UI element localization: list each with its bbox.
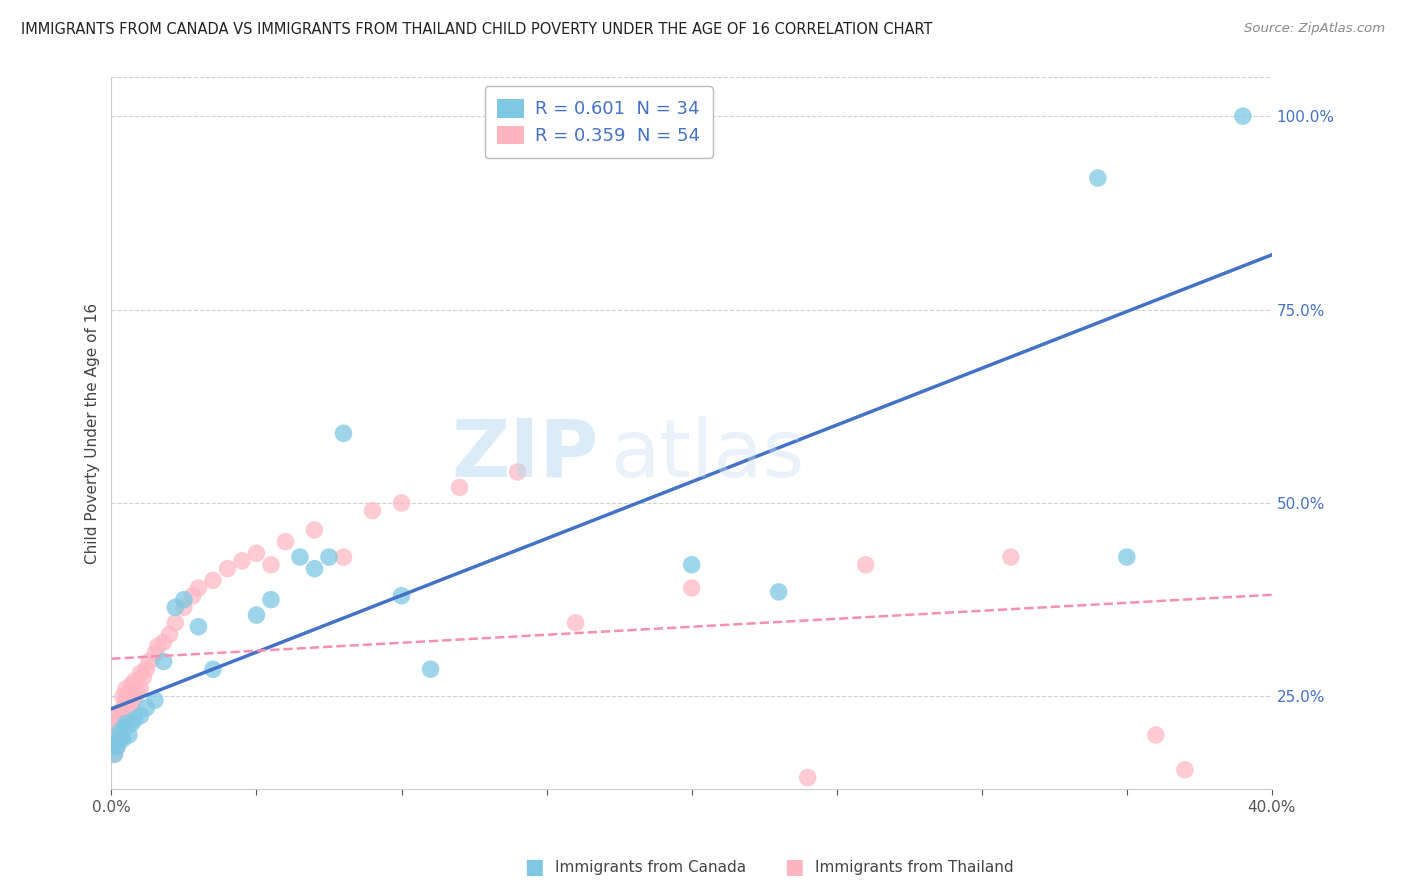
Point <box>121 716 143 731</box>
Point <box>135 701 157 715</box>
Point <box>318 550 340 565</box>
Text: ZIP: ZIP <box>451 416 599 493</box>
Point <box>304 562 326 576</box>
Point <box>260 558 283 572</box>
Point <box>129 666 152 681</box>
Point <box>124 673 146 688</box>
Point <box>103 728 125 742</box>
Point <box>135 662 157 676</box>
Point <box>105 739 128 754</box>
Point <box>231 554 253 568</box>
Point <box>187 620 209 634</box>
Point <box>187 581 209 595</box>
Y-axis label: Child Poverty Under the Age of 16: Child Poverty Under the Age of 16 <box>86 302 100 564</box>
Point <box>304 523 326 537</box>
Point <box>146 639 169 653</box>
Point <box>245 546 267 560</box>
Point <box>103 747 125 762</box>
Legend: R = 0.601  N = 34, R = 0.359  N = 54: R = 0.601 N = 34, R = 0.359 N = 54 <box>485 87 713 158</box>
Point <box>108 731 131 746</box>
Point <box>105 708 128 723</box>
Point <box>768 585 790 599</box>
Point <box>419 662 441 676</box>
Point <box>173 600 195 615</box>
Point <box>115 681 138 696</box>
Point <box>124 693 146 707</box>
Point <box>111 716 134 731</box>
Point <box>361 503 384 517</box>
Point <box>105 720 128 734</box>
Point <box>105 736 128 750</box>
Point <box>201 662 224 676</box>
Point <box>129 708 152 723</box>
Point <box>506 465 529 479</box>
Point <box>118 728 141 742</box>
Point <box>108 713 131 727</box>
Point <box>391 589 413 603</box>
Point <box>181 589 204 603</box>
Text: Immigrants from Canada: Immigrants from Canada <box>555 860 747 874</box>
Point <box>217 562 239 576</box>
Text: Immigrants from Thailand: Immigrants from Thailand <box>815 860 1014 874</box>
Point <box>288 550 311 565</box>
Point <box>105 739 128 754</box>
Point <box>118 705 141 719</box>
Point <box>143 647 166 661</box>
Point <box>681 558 703 572</box>
Point <box>332 426 354 441</box>
Text: IMMIGRANTS FROM CANADA VS IMMIGRANTS FROM THAILAND CHILD POVERTY UNDER THE AGE O: IMMIGRANTS FROM CANADA VS IMMIGRANTS FRO… <box>21 22 932 37</box>
Point <box>152 655 174 669</box>
Point <box>681 581 703 595</box>
Point <box>111 731 134 746</box>
Point <box>121 678 143 692</box>
Point <box>138 655 160 669</box>
Point <box>332 550 354 565</box>
Point <box>152 635 174 649</box>
Point <box>108 731 131 746</box>
Point <box>143 693 166 707</box>
Point <box>108 728 131 742</box>
Point <box>1174 763 1197 777</box>
Point <box>129 681 152 696</box>
Point <box>274 534 297 549</box>
Point <box>201 574 224 588</box>
Point <box>115 708 138 723</box>
Point <box>165 615 187 630</box>
Point <box>103 747 125 762</box>
Point <box>132 670 155 684</box>
Point <box>391 496 413 510</box>
Point <box>103 716 125 731</box>
Point <box>103 739 125 754</box>
Point <box>245 608 267 623</box>
Point <box>111 690 134 704</box>
Text: Source: ZipAtlas.com: Source: ZipAtlas.com <box>1244 22 1385 36</box>
Point <box>260 592 283 607</box>
Point <box>115 693 138 707</box>
Text: ■: ■ <box>524 857 544 877</box>
Point <box>173 592 195 607</box>
Point <box>108 724 131 739</box>
Point <box>121 697 143 711</box>
Point <box>124 713 146 727</box>
Point <box>165 600 187 615</box>
Point <box>564 615 586 630</box>
Text: ■: ■ <box>785 857 804 877</box>
Point <box>855 558 877 572</box>
Text: atlas: atlas <box>610 416 804 493</box>
Point <box>127 685 149 699</box>
Point <box>1115 550 1137 565</box>
Point <box>118 685 141 699</box>
Point <box>1144 728 1167 742</box>
Point <box>1000 550 1022 565</box>
Point <box>115 720 138 734</box>
Point <box>449 480 471 494</box>
Point <box>115 716 138 731</box>
Point <box>159 627 181 641</box>
Point <box>796 771 818 785</box>
Point <box>1232 109 1254 123</box>
Point <box>111 701 134 715</box>
Point <box>1087 171 1109 186</box>
Point <box>108 705 131 719</box>
